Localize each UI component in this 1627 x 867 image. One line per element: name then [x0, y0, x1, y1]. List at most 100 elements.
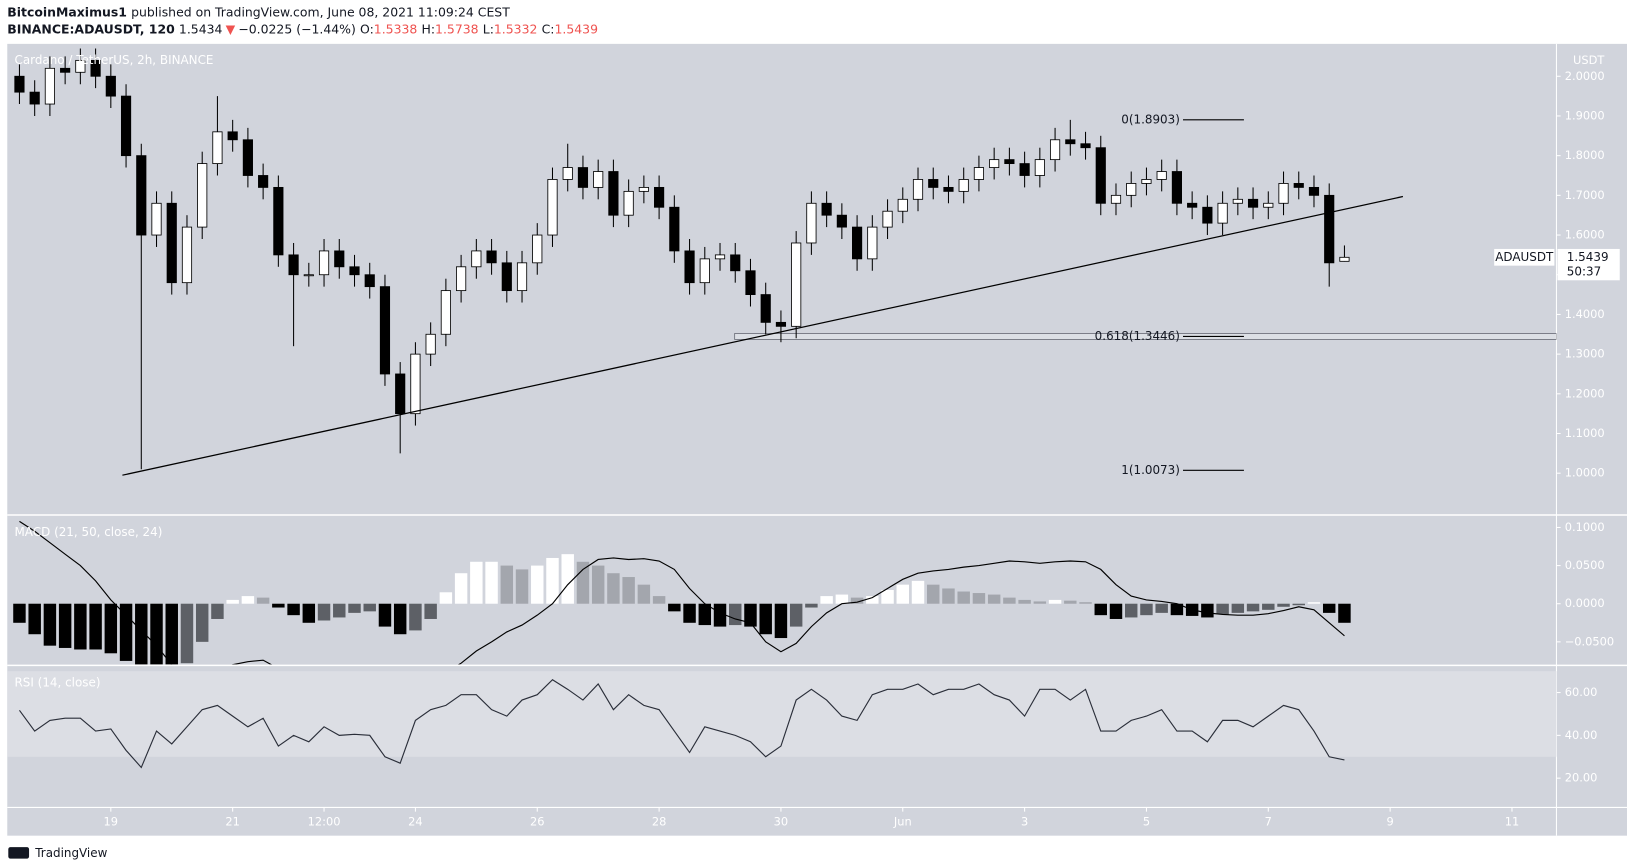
- macd-bar: [409, 603, 422, 631]
- candle-body: [608, 171, 619, 216]
- candle-body: [958, 179, 969, 192]
- macd-bar: [957, 591, 970, 604]
- candle-body: [1278, 183, 1289, 204]
- candle-body: [791, 242, 802, 327]
- change: −0.0225 (−1.44%): [238, 21, 356, 36]
- macd-bar: [211, 603, 224, 619]
- macd-bar: [774, 603, 788, 639]
- high-label: H:: [422, 21, 436, 36]
- macd-signal-line: [19, 520, 1345, 665]
- macd-bar: [576, 561, 590, 604]
- candle-body: [852, 226, 863, 260]
- candle-body: [1308, 186, 1320, 196]
- macd-bar: [713, 603, 727, 627]
- candle-body: [730, 254, 741, 272]
- candle-body: [775, 321, 787, 327]
- macd-bar: [302, 603, 316, 623]
- symbol: BINANCE:ADAUSDT, 120: [7, 21, 175, 36]
- candle-body: [1187, 202, 1198, 208]
- macd-bar: [500, 565, 514, 604]
- candle-body: [181, 226, 193, 284]
- high-value: 1.5738: [435, 21, 479, 36]
- y-tick-label: 1.1000: [1565, 426, 1605, 440]
- candle-body: [1293, 183, 1304, 188]
- price-unit: USDT: [1573, 53, 1605, 67]
- macd-bar: [43, 603, 57, 646]
- candle-body: [1217, 202, 1228, 224]
- macd-bar: [317, 603, 331, 621]
- candle-body: [1110, 194, 1122, 204]
- candle-body: [669, 206, 680, 252]
- change-arrow: ▼: [226, 21, 236, 36]
- macd-bar: [28, 603, 41, 635]
- candle-body: [288, 254, 299, 276]
- candle-body: [1049, 139, 1061, 161]
- y-tick-label: 40.00: [1565, 728, 1598, 742]
- candle-body: [410, 353, 421, 415]
- candle-body: [1202, 206, 1213, 224]
- candle-body: [699, 258, 710, 284]
- candle-body: [318, 250, 330, 276]
- y-tick-label: 1.7000: [1565, 188, 1605, 202]
- candle-body: [943, 186, 954, 192]
- candle-body: [973, 167, 985, 180]
- candle-body: [75, 59, 86, 73]
- candle-body: [486, 250, 497, 264]
- candle-body: [1019, 163, 1030, 176]
- candle-body: [90, 59, 101, 77]
- candle-body: [562, 167, 573, 180]
- candle-body: [1263, 202, 1274, 208]
- macd-bar: [135, 603, 148, 665]
- candle-body: [684, 250, 695, 284]
- macd-bar: [531, 565, 544, 604]
- macd-bar: [58, 603, 72, 648]
- macd-bar: [942, 588, 955, 604]
- macd-bar: [607, 573, 620, 604]
- candle-body: [577, 167, 589, 188]
- macd-bar: [1155, 603, 1168, 613]
- candle-body: [760, 294, 771, 323]
- candle-body: [166, 202, 177, 284]
- candle-body: [547, 179, 558, 236]
- macd-bar: [241, 596, 255, 604]
- candle-body: [928, 179, 939, 188]
- fib-label: 1(1.0073): [1121, 463, 1180, 477]
- macd-bar: [1094, 603, 1107, 616]
- candle-body: [714, 254, 726, 260]
- candle-body: [364, 274, 375, 288]
- fib-label: 0(1.8903): [1121, 112, 1180, 126]
- candle-body: [334, 250, 345, 268]
- macd-bar: [911, 580, 925, 604]
- macd-bar: [987, 594, 1001, 604]
- macd-bar: [896, 584, 910, 604]
- macd-bar: [1307, 602, 1321, 604]
- published: published on TradingView.com, June 08, 2…: [131, 4, 510, 19]
- candle-body: [1065, 139, 1076, 145]
- macd-bar: [1109, 603, 1123, 619]
- candle-body: [395, 373, 406, 415]
- macd-bar: [89, 603, 102, 650]
- macd-bar: [972, 593, 986, 604]
- candle-body: [1339, 256, 1350, 262]
- symbol-label: ADAUSDT: [1495, 250, 1554, 264]
- last-price: 1.5434: [179, 21, 223, 36]
- rsi-title: RSI (14, close): [15, 676, 101, 690]
- candle-body: [989, 159, 1000, 168]
- macd-bar: [1231, 603, 1245, 613]
- x-tick-label: 30: [774, 815, 789, 829]
- macd-bar: [668, 603, 681, 612]
- macd-bar: [927, 584, 940, 604]
- macd-bar: [1124, 603, 1138, 618]
- candle-body: [1247, 198, 1259, 208]
- macd-bar: [1003, 597, 1016, 604]
- macd-bar: [485, 561, 498, 604]
- candle-body: [227, 131, 238, 141]
- x-tick-label: 11: [1505, 815, 1520, 829]
- macd-title: MACD (21, 50, close, 24): [15, 525, 163, 539]
- macd-bar: [74, 603, 87, 650]
- macd-bar: [850, 597, 864, 604]
- y-tick-label: 2.0000: [1565, 69, 1605, 83]
- macd-bar: [1277, 603, 1290, 607]
- candle-body: [1126, 183, 1137, 196]
- candle-body: [151, 202, 162, 236]
